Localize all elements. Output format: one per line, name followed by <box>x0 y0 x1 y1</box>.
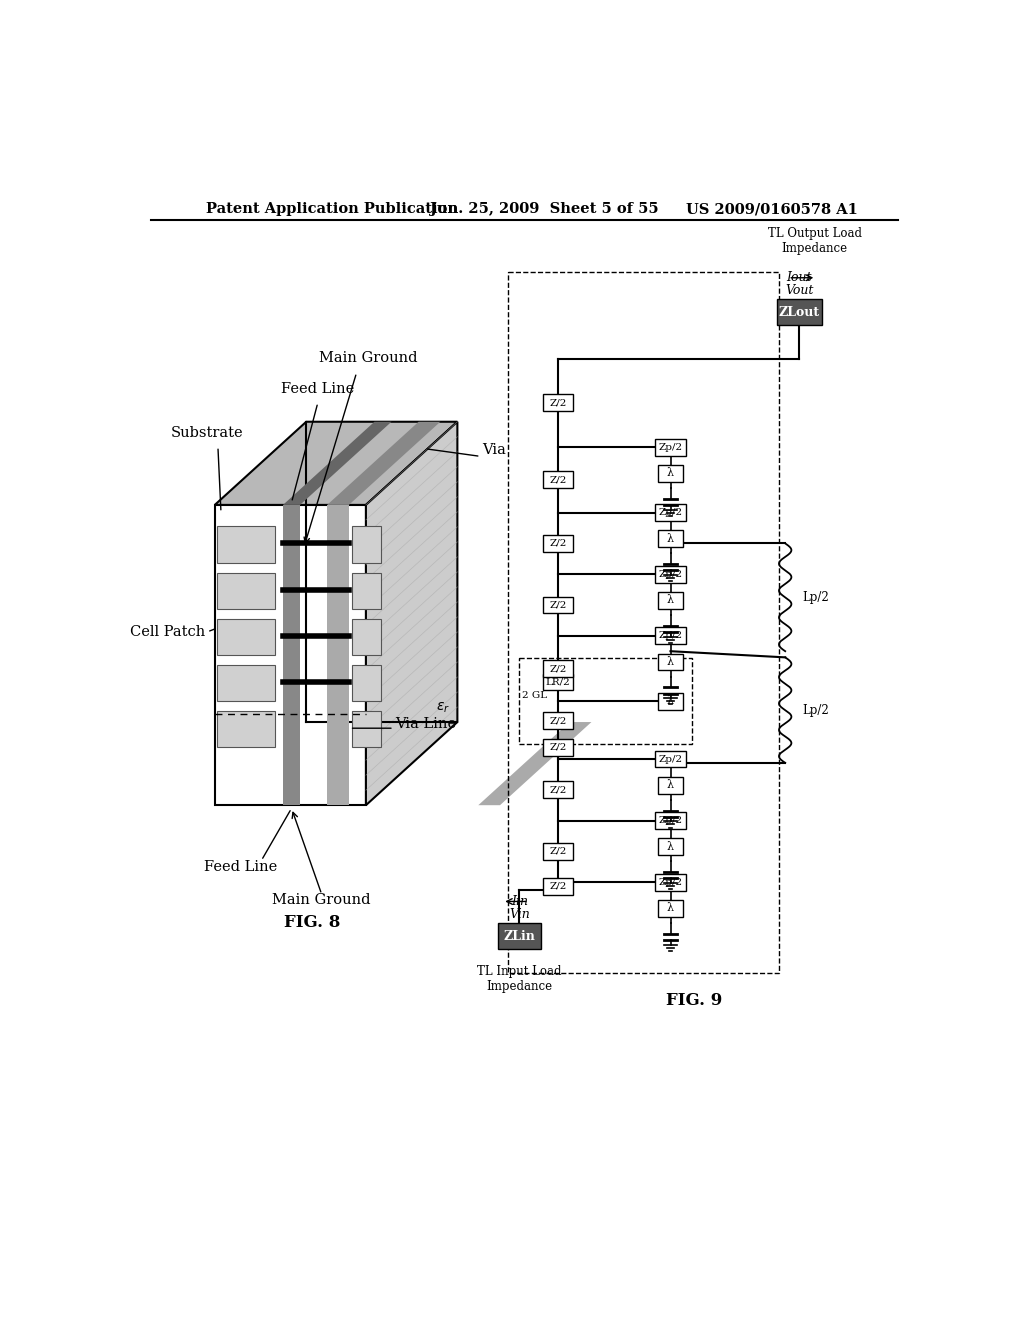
Bar <box>655 566 686 582</box>
Bar <box>658 776 683 793</box>
Bar <box>658 591 683 609</box>
Text: Z/2: Z/2 <box>550 715 567 725</box>
Bar <box>544 395 572 412</box>
Polygon shape <box>328 422 440 506</box>
Text: Jun. 25, 2009  Sheet 5 of 55: Jun. 25, 2009 Sheet 5 of 55 <box>430 202 658 216</box>
Text: λ: λ <box>667 533 674 544</box>
Bar <box>352 527 381 562</box>
Text: Zp/2: Zp/2 <box>658 508 683 517</box>
Text: λ: λ <box>667 469 674 478</box>
Text: Z/2: Z/2 <box>550 475 567 484</box>
Bar <box>655 504 686 521</box>
Text: Z/2: Z/2 <box>550 785 567 795</box>
Bar <box>217 527 275 562</box>
Bar <box>508 272 779 973</box>
Text: ZLout: ZLout <box>778 306 820 319</box>
Text: Lp/2: Lp/2 <box>802 591 829 603</box>
Bar <box>352 711 381 747</box>
Bar <box>655 751 686 767</box>
Text: TL Output Load
Impedance: TL Output Load Impedance <box>768 227 861 255</box>
Bar <box>655 627 686 644</box>
Bar <box>544 711 572 729</box>
Text: Zp/2: Zp/2 <box>658 570 683 578</box>
Text: FIG. 8: FIG. 8 <box>285 913 341 931</box>
Text: Z/2: Z/2 <box>550 743 567 752</box>
Text: Zp/2: Zp/2 <box>658 631 683 640</box>
Bar <box>544 673 572 690</box>
Text: λ: λ <box>667 780 674 791</box>
Text: Lp/2: Lp/2 <box>802 704 829 717</box>
Bar <box>217 711 275 747</box>
Bar <box>352 665 381 701</box>
Text: Zp/2: Zp/2 <box>658 816 683 825</box>
Text: Via Line: Via Line <box>395 717 457 731</box>
Polygon shape <box>283 506 300 805</box>
Polygon shape <box>215 506 366 805</box>
Text: ZLin: ZLin <box>504 929 536 942</box>
Text: Iout: Iout <box>786 271 812 284</box>
Text: FIG. 9: FIG. 9 <box>666 993 722 1010</box>
Bar <box>352 619 381 655</box>
Text: Patent Application Publication: Patent Application Publication <box>206 202 458 216</box>
Bar <box>544 535 572 552</box>
Text: Zp/2: Zp/2 <box>658 878 683 887</box>
Bar <box>544 471 572 488</box>
Text: λ: λ <box>667 903 674 913</box>
Bar <box>217 573 275 609</box>
Text: Vout: Vout <box>785 284 813 297</box>
Text: Iin: Iin <box>511 895 528 908</box>
Text: 2 GL: 2 GL <box>522 692 548 701</box>
Bar <box>655 874 686 891</box>
Text: US 2009/0160578 A1: US 2009/0160578 A1 <box>686 202 858 216</box>
Bar <box>658 653 683 671</box>
Bar <box>217 665 275 701</box>
Text: LR/2: LR/2 <box>546 677 570 686</box>
Text: Feed Line: Feed Line <box>204 859 278 874</box>
Bar <box>352 573 381 609</box>
Bar <box>544 878 572 895</box>
Polygon shape <box>328 506 349 805</box>
Bar <box>544 843 572 859</box>
Text: Zp/2: Zp/2 <box>658 755 683 763</box>
Polygon shape <box>366 422 458 805</box>
Bar <box>544 597 572 614</box>
Bar <box>655 812 686 829</box>
Polygon shape <box>215 422 458 506</box>
Text: Z/2: Z/2 <box>550 601 567 610</box>
Polygon shape <box>283 422 391 506</box>
Bar <box>658 900 683 917</box>
Bar <box>519 659 692 744</box>
Bar <box>217 619 275 655</box>
Text: $\varepsilon_r$: $\varepsilon_r$ <box>435 701 450 715</box>
Text: Cell Patch: Cell Patch <box>130 624 206 639</box>
Text: Z/2: Z/2 <box>550 882 567 891</box>
Text: Z/2: Z/2 <box>550 539 567 548</box>
Polygon shape <box>478 722 592 805</box>
Bar <box>658 531 683 548</box>
Bar <box>658 693 683 710</box>
Bar <box>658 838 683 855</box>
Text: TL Input Load
Impedance: TL Input Load Impedance <box>477 965 561 994</box>
Text: Via: Via <box>482 444 506 457</box>
Bar <box>776 300 821 326</box>
Bar <box>655 438 686 455</box>
Text: Feed Line: Feed Line <box>282 383 354 396</box>
Text: Z/2: Z/2 <box>550 847 567 855</box>
Text: Substrate: Substrate <box>171 426 244 440</box>
Text: λ: λ <box>667 842 674 851</box>
Text: Main Ground: Main Ground <box>319 351 418 366</box>
Bar <box>544 781 572 799</box>
Bar <box>658 465 683 482</box>
Text: Zp/2: Zp/2 <box>658 442 683 451</box>
Text: λ: λ <box>667 657 674 667</box>
Bar <box>544 739 572 756</box>
Text: λ: λ <box>667 595 674 606</box>
Bar <box>544 660 572 677</box>
Text: Z/2: Z/2 <box>550 399 567 408</box>
Text: Main Ground: Main Ground <box>272 892 371 907</box>
Text: λ: λ <box>667 696 674 706</box>
Text: Vin: Vin <box>509 908 529 921</box>
Text: Z/2: Z/2 <box>550 664 567 673</box>
Bar <box>498 923 541 949</box>
